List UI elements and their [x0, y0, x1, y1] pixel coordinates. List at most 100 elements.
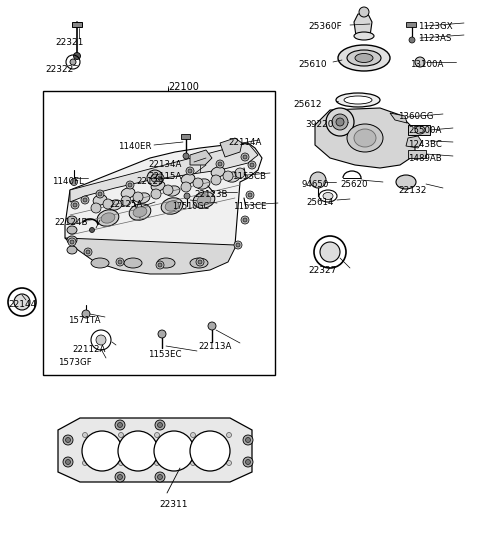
Polygon shape: [190, 150, 212, 165]
Text: 39220: 39220: [305, 120, 334, 129]
Circle shape: [158, 176, 162, 180]
Circle shape: [65, 437, 71, 443]
Text: 1140FL: 1140FL: [52, 177, 84, 186]
Circle shape: [71, 178, 77, 185]
Circle shape: [198, 260, 202, 264]
Text: 17510GC: 17510GC: [172, 202, 209, 211]
Ellipse shape: [97, 210, 119, 226]
Text: 22322: 22322: [45, 65, 73, 74]
Circle shape: [227, 460, 231, 465]
Ellipse shape: [190, 258, 208, 268]
Circle shape: [218, 162, 222, 166]
Circle shape: [82, 431, 122, 471]
Circle shape: [243, 457, 253, 467]
Circle shape: [156, 261, 164, 269]
Text: 1243BC: 1243BC: [408, 140, 442, 149]
Ellipse shape: [338, 45, 390, 71]
Circle shape: [250, 163, 254, 167]
Text: 22321: 22321: [55, 38, 84, 47]
Ellipse shape: [157, 258, 175, 268]
Ellipse shape: [129, 204, 151, 220]
Circle shape: [332, 114, 348, 130]
Text: 25500A: 25500A: [408, 126, 442, 135]
Ellipse shape: [323, 192, 333, 199]
Text: 22114A: 22114A: [228, 138, 262, 147]
Circle shape: [320, 242, 340, 262]
Text: 1123AS: 1123AS: [418, 34, 451, 43]
Circle shape: [184, 193, 190, 199]
Ellipse shape: [181, 174, 195, 184]
Circle shape: [14, 294, 30, 310]
Text: 1140ER: 1140ER: [118, 142, 152, 151]
Circle shape: [71, 201, 79, 209]
Text: 25612: 25612: [293, 100, 322, 109]
Circle shape: [248, 193, 252, 197]
Text: 22125A: 22125A: [109, 200, 143, 209]
Circle shape: [183, 153, 189, 159]
Ellipse shape: [165, 201, 179, 211]
Text: 25614: 25614: [306, 198, 334, 207]
Text: 13100A: 13100A: [410, 60, 444, 69]
Circle shape: [336, 118, 344, 126]
Polygon shape: [70, 143, 258, 202]
Ellipse shape: [226, 172, 240, 182]
Circle shape: [70, 59, 76, 65]
Circle shape: [243, 435, 253, 445]
Ellipse shape: [91, 258, 109, 268]
Circle shape: [65, 459, 71, 465]
Ellipse shape: [336, 93, 380, 107]
Text: 22100: 22100: [168, 82, 199, 92]
Text: 25620: 25620: [340, 180, 368, 189]
Text: 22327: 22327: [308, 266, 336, 275]
Circle shape: [91, 330, 111, 350]
Circle shape: [115, 420, 125, 430]
Ellipse shape: [347, 50, 381, 66]
Ellipse shape: [196, 179, 210, 189]
Circle shape: [190, 431, 230, 471]
Polygon shape: [406, 136, 422, 148]
Circle shape: [98, 192, 102, 196]
Bar: [43, 91, 275, 375]
Bar: [181, 134, 190, 139]
Circle shape: [119, 433, 123, 437]
Ellipse shape: [354, 32, 374, 40]
Circle shape: [211, 175, 221, 185]
Text: 22124B: 22124B: [54, 218, 87, 227]
Ellipse shape: [161, 198, 183, 214]
Ellipse shape: [211, 167, 225, 177]
Bar: [408, 150, 426, 158]
Circle shape: [243, 155, 247, 159]
Circle shape: [188, 169, 192, 173]
Circle shape: [191, 460, 195, 465]
Text: 1489AB: 1489AB: [408, 154, 442, 163]
Circle shape: [89, 227, 95, 233]
Circle shape: [86, 250, 90, 254]
Text: 1360GG: 1360GG: [398, 112, 433, 121]
Text: 25360F: 25360F: [308, 22, 342, 31]
Circle shape: [216, 160, 224, 168]
Ellipse shape: [396, 175, 416, 189]
Circle shape: [63, 435, 73, 445]
Polygon shape: [354, 14, 372, 36]
Text: 22123B: 22123B: [194, 190, 228, 199]
Circle shape: [181, 182, 191, 192]
Text: 22129: 22129: [136, 177, 163, 186]
Ellipse shape: [193, 192, 215, 208]
Circle shape: [245, 437, 251, 443]
Ellipse shape: [344, 96, 372, 104]
Circle shape: [415, 57, 425, 67]
Circle shape: [163, 185, 173, 195]
Polygon shape: [220, 138, 242, 157]
Circle shape: [155, 420, 165, 430]
Circle shape: [243, 218, 247, 222]
Circle shape: [158, 330, 166, 338]
Ellipse shape: [67, 236, 77, 244]
Ellipse shape: [136, 193, 150, 203]
Polygon shape: [65, 238, 235, 274]
Circle shape: [118, 422, 122, 428]
Text: 1153EC: 1153EC: [148, 350, 181, 359]
Circle shape: [118, 260, 122, 264]
Circle shape: [116, 258, 124, 266]
Ellipse shape: [415, 126, 425, 134]
Circle shape: [314, 236, 346, 268]
